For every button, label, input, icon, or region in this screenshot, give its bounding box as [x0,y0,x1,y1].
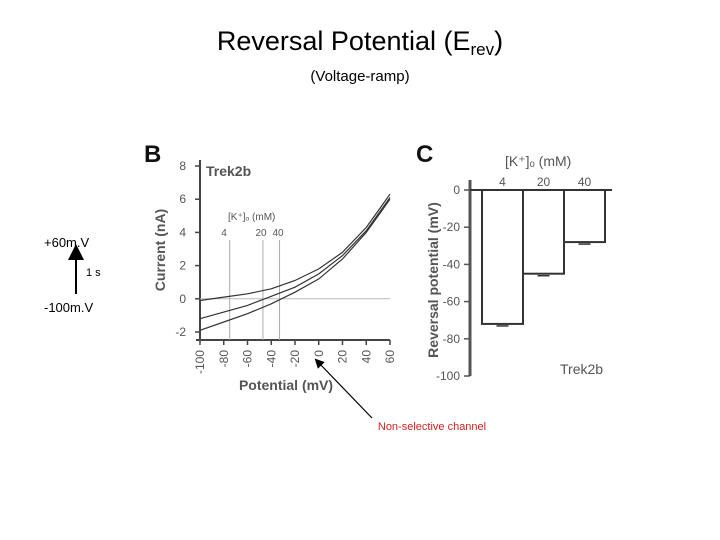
bar-40 [563,189,606,244]
bar-y-label: Reversal potential (mV) [425,202,441,358]
iv-legend-value: 40 [272,228,284,239]
iv-x-tick-label: 40 [359,350,373,364]
bar-y-tick-label: -80 [443,332,461,346]
iv-x-tick-label: -100 [193,350,207,374]
iv-legend-title: [K⁺]ₒ (mM) [228,212,275,223]
iv-x-tick-label: -60 [241,350,255,368]
iv-curve-40 [199,193,391,302]
iv-y-tick-label: 2 [179,259,186,273]
iv-x-tick-label: -80 [217,350,231,368]
panel-c-letter: C [416,141,433,168]
iv-legend-value: 4 [221,228,227,239]
panel-b-letter: B [144,141,161,168]
bar-y-tick-label: -20 [443,220,461,234]
bar-20 [522,189,565,275]
iv-x-tick-label: 20 [336,350,350,364]
ramp-time-label: 1 s [86,267,101,279]
ramp-bottom-voltage: -100m.V [44,300,94,315]
iv-y-tick-label: 0 [179,292,186,306]
slide-subtitle: (Voltage-ramp) [310,68,410,85]
bar-y-tick-label: -40 [443,257,461,271]
bar-4 [481,189,524,325]
bar-category-label: 20 [537,175,551,189]
iv-y-tick-label: -2 [175,325,186,339]
iv-title: Trek2b [206,163,251,179]
bar-category-label: 40 [578,175,592,189]
bar-category-label: 4 [499,175,506,189]
iv-x-tick-label: 60 [383,350,397,364]
bar-y-tick-label: -60 [443,295,461,309]
bar-x-label: [K⁺]ₒ (mM) [505,153,571,169]
reversal-bar-chart: 0 -20 -40 -60 -80 -100 4 20 40 [K⁺]ₒ (mM) Reversal… [425,153,612,383]
annotation-nonselective: Non-selective channel [377,421,487,433]
iv-x-label: Potential (mV) [239,377,333,393]
iv-legend-value: 20 [255,228,267,239]
iv-x-tick-label: -20 [288,350,302,368]
iv-y-tick-label: 8 [179,159,186,173]
bar-title: Trek2b [560,361,603,377]
iv-y-label: Current (nA) [152,209,168,291]
bar-y-tick-label: -100 [436,369,460,383]
iv-y-tick-label: 6 [179,192,186,206]
iv-y-tick-label: 4 [179,225,186,239]
iv-curve-20 [199,197,391,320]
slide-title: Reversal Potential (Erev) [216,26,504,59]
iv-x-tick-label: -40 [264,350,278,368]
iv-x-tick-label: 0 [312,350,326,357]
bar-y-tick-label: 0 [453,183,460,197]
iv-curve-4 [199,198,391,331]
annotation-arrow [314,358,373,419]
